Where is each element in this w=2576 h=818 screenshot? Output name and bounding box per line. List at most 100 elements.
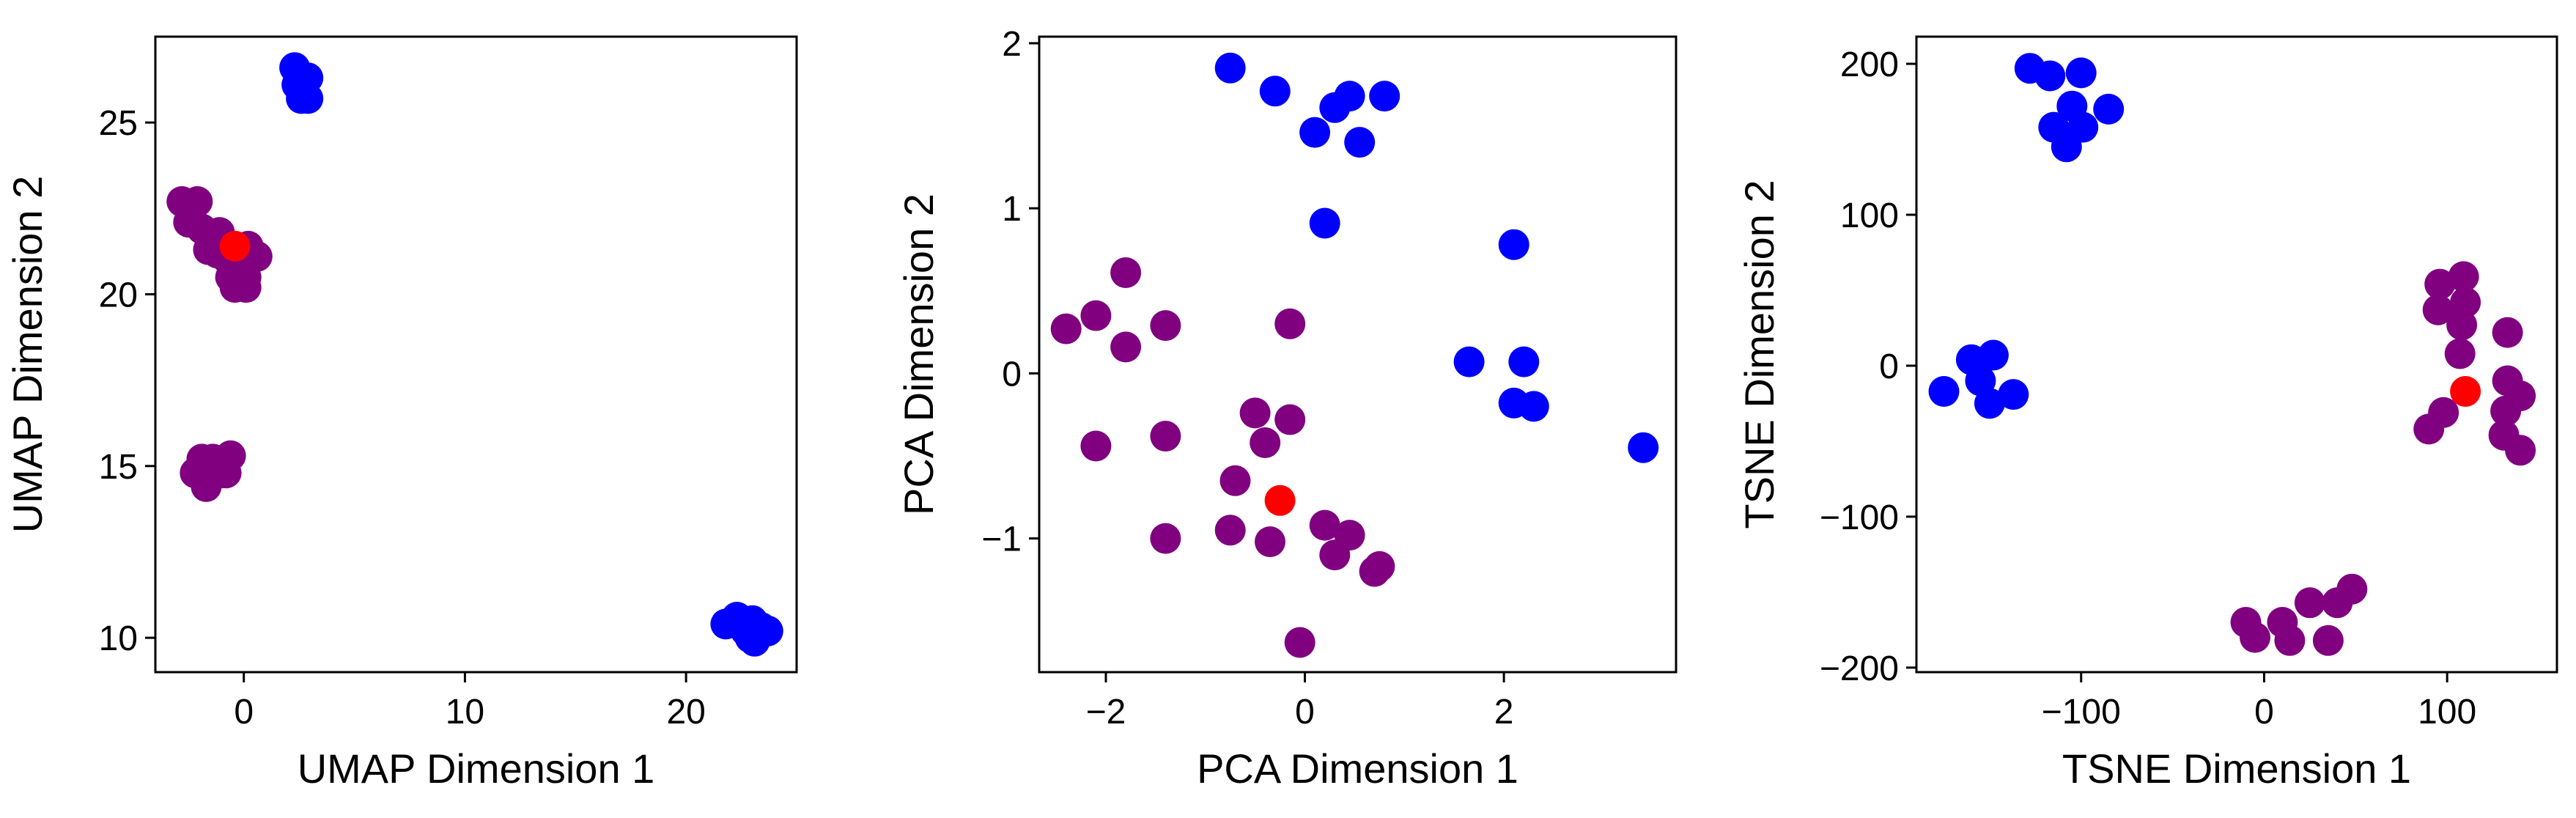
data-point-s1-24	[191, 471, 222, 502]
data-point-s2-7	[1344, 127, 1376, 158]
data-point-s1-1	[1050, 313, 1082, 344]
data-point-s1-9	[1214, 515, 1246, 546]
data-point-s2-10	[1453, 346, 1485, 377]
data-point-s1-12	[2505, 435, 2536, 466]
axes-frame	[1915, 35, 2558, 674]
data-point-s1-3	[1110, 257, 1142, 288]
data-point-s2-12	[1977, 339, 2009, 371]
y-tick-label: −200	[1820, 649, 1899, 688]
data-point-s1-16	[1309, 509, 1340, 541]
data-point-s3-1	[1264, 484, 1296, 516]
data-point-s2-6	[1299, 117, 1331, 148]
y-axis-label: PCA Dimension 2	[896, 194, 942, 515]
y-tick-label: 25	[99, 104, 138, 143]
y-tick-label: 0	[1879, 347, 1899, 386]
data-point-s1-6	[1080, 430, 1112, 462]
data-point-s1-18	[1334, 520, 1365, 551]
y-axis-label: TSNE Dimension 2	[1736, 180, 1782, 528]
data-point-s2-13	[1974, 388, 2005, 419]
chart-panel-3: −100 0 100 −200 −100 0 100 200 TSNE Dimension 1 T…	[1736, 35, 2558, 792]
data-point-s1-5	[2446, 309, 2478, 341]
data-point-s1-19	[2294, 587, 2325, 619]
data-point-s2-14	[1628, 432, 1659, 463]
x-tick-label: 0	[234, 693, 254, 732]
data-point-s2-5	[1369, 81, 1400, 112]
data-point-s1-14	[2413, 413, 2445, 445]
data-point-s1-7	[2492, 317, 2523, 348]
x-tick-label: 0	[2254, 693, 2274, 732]
data-point-s2-1	[1214, 52, 1246, 84]
data-point-s2-13	[1518, 391, 1549, 422]
data-point-s1-14	[1274, 404, 1306, 435]
data-point-s2-2	[1259, 75, 1291, 107]
axes-frame	[1038, 35, 1678, 674]
data-point-s1-2	[1080, 300, 1112, 331]
y-tick-label: 10	[99, 619, 138, 658]
y-tick-label: −100	[1820, 498, 1899, 537]
x-axis-label: UMAP Dimension 1	[298, 745, 655, 792]
data-point-s2-9	[1928, 376, 1960, 407]
data-point-s1-2	[2448, 261, 2479, 292]
data-point-s1-20	[1359, 556, 1390, 587]
y-axis-label: UMAP Dimension 2	[4, 176, 51, 534]
data-point-s1-8	[1150, 523, 1181, 554]
data-point-s1-22	[2336, 573, 2368, 605]
data-point-s1-3	[2450, 287, 2481, 318]
x-axis-label: PCA Dimension 1	[1197, 745, 1518, 792]
data-point-s2-6	[292, 83, 324, 114]
x-tick-label: 10	[446, 693, 484, 732]
data-point-s1-4	[2422, 294, 2454, 325]
y-tick-label: −1	[981, 520, 1022, 559]
data-point-s2-2	[2034, 60, 2066, 92]
y-tick-label: 2	[1002, 25, 1022, 64]
data-point-s3-1	[219, 230, 251, 262]
plot-area	[1050, 52, 1659, 658]
data-point-s1-16	[230, 272, 262, 303]
x-tick-label: 0	[1295, 693, 1315, 732]
data-point-s1-10	[2490, 395, 2522, 427]
y-tick-label: 15	[99, 448, 138, 487]
data-point-s1-6	[2444, 338, 2476, 369]
data-point-s1-5	[1150, 310, 1181, 342]
data-point-s2-14	[1998, 379, 2029, 410]
plot-area	[1928, 53, 2536, 656]
data-point-s1-21	[1284, 627, 1315, 658]
axes-frame	[154, 35, 798, 674]
y-tick-label: 20	[99, 276, 138, 314]
x-tick-label: −2	[1086, 693, 1126, 732]
y-tick-label: 100	[1840, 196, 1899, 235]
data-point-s2-7	[2093, 93, 2125, 125]
data-point-s2-8	[2051, 131, 2082, 163]
data-point-s1-13	[1274, 308, 1306, 339]
data-point-s2-4	[1334, 81, 1365, 112]
chart-panel-1: 0 10 20 10 15 20 25 UMAP Dimension 1 UMAP Dimens…	[4, 35, 798, 792]
data-point-s2-11	[1508, 346, 1540, 377]
x-tick-label: 100	[2418, 693, 2476, 732]
data-point-s1-20	[2312, 624, 2344, 656]
data-point-s1-7	[1150, 421, 1181, 452]
plot-area	[166, 52, 783, 657]
x-tick-label: 20	[666, 693, 705, 732]
data-point-s3-1	[2450, 376, 2481, 407]
x-axis-label: TSNE Dimension 1	[2062, 745, 2411, 792]
y-tick-label: 200	[1840, 45, 1899, 84]
data-point-s2-16	[728, 612, 759, 644]
data-point-s1-10	[1219, 465, 1251, 496]
data-point-s2-8	[1309, 207, 1340, 239]
data-point-s2-3	[2065, 57, 2097, 89]
data-point-s1-18	[2274, 624, 2306, 656]
data-point-s1-4	[1110, 331, 1142, 363]
x-tick-label: 2	[1494, 693, 1514, 732]
data-point-s2-9	[1498, 229, 1529, 260]
data-point-s1-1	[2424, 268, 2456, 300]
data-point-s1-12	[1250, 427, 1281, 458]
chart-panel-2: −2 0 2 −1 0 1 2 PCA Dimension 1 PCA Dimension 2	[896, 25, 1678, 792]
y-tick-label: 0	[1002, 355, 1022, 394]
data-point-s1-15	[1255, 526, 1285, 558]
y-tick-label: 1	[1002, 190, 1022, 229]
x-tick-label: −100	[2042, 693, 2121, 732]
data-point-s1-16	[2240, 622, 2270, 653]
data-point-s2-15	[752, 615, 783, 646]
data-point-s1-11	[1239, 397, 1271, 429]
